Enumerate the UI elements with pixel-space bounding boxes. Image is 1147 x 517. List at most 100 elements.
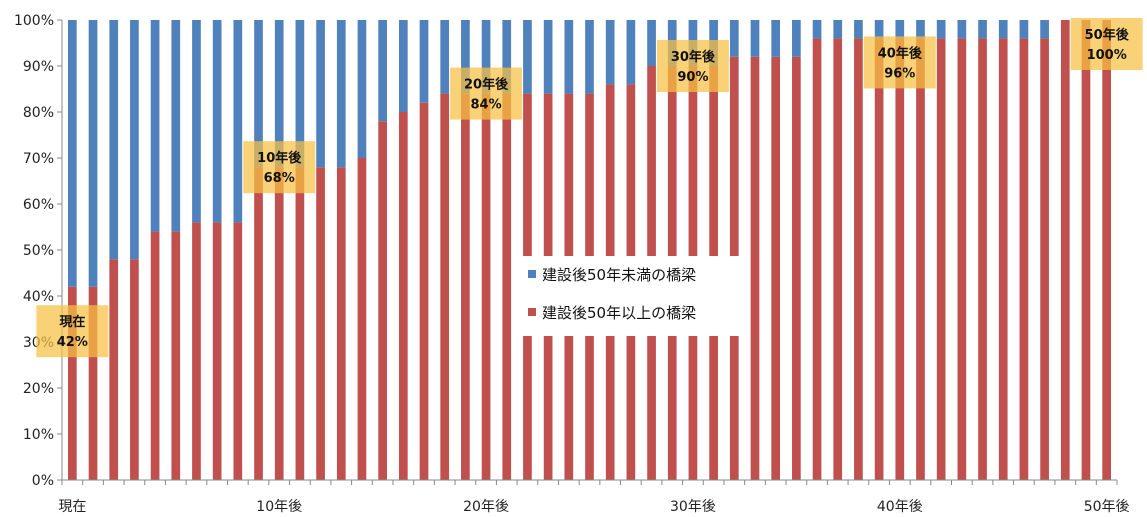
bar-over-50-years (750, 56, 760, 481)
x-tick-label: 現在 (58, 499, 86, 515)
bar-under-50-years (771, 20, 781, 57)
bar-under-50-years (729, 20, 739, 57)
bar-over-50-years (254, 167, 263, 480)
y-tick-label: 50% (23, 243, 54, 259)
x-tick-label: 40年後 (877, 499, 923, 515)
annotation-box (1070, 18, 1143, 70)
bar-under-50-years (957, 20, 967, 39)
bar-over-50-years (998, 38, 1008, 481)
y-tick-label: 80% (23, 105, 54, 121)
bar-over-50-years (67, 286, 77, 480)
bar-under-50-years (874, 20, 884, 39)
y-axis: 0%10%20%30%40%50%60%70%80%90%100% (14, 13, 63, 489)
bar-over-50-years (916, 38, 925, 481)
annotation-box (450, 67, 523, 120)
bar-under-50-years (936, 20, 946, 39)
annotation-box (863, 36, 936, 89)
bar-over-50-years (378, 121, 387, 480)
bar-under-50-years (585, 20, 594, 94)
bar-over-50-years (957, 38, 967, 481)
legend-swatch-under-50 (528, 270, 536, 278)
annotation-value: 84% (471, 98, 502, 113)
bar-over-50-years (812, 38, 822, 481)
bar-under-50-years (523, 20, 532, 94)
bar-under-50-years (895, 20, 905, 39)
bar-over-50-years (150, 231, 160, 480)
annotation-box (36, 305, 109, 358)
legend-box (518, 256, 750, 336)
bar-over-50-years (336, 167, 346, 480)
bar-under-50-years (295, 20, 305, 168)
bar-under-50-years (171, 20, 181, 232)
annotation-label: 30年後 (671, 49, 716, 65)
legend-label-over-50: 建設後50年以上の橋梁 (542, 304, 696, 322)
y-tick-label: 40% (23, 289, 54, 305)
y-tick-label: 100% (14, 13, 54, 29)
bar-over-50-years (502, 93, 512, 480)
bar-under-50-years (1019, 20, 1029, 39)
bar-over-50-years (398, 112, 408, 480)
bar-under-50-years (481, 20, 491, 94)
bar-over-50-years (874, 38, 884, 481)
bar-over-50-years (461, 93, 470, 480)
bar-over-50-years (895, 38, 905, 481)
bar-over-50-years (771, 56, 781, 481)
bar-over-50-years (1019, 38, 1029, 481)
y-tick-label: 60% (23, 197, 54, 213)
bar-under-50-years (750, 20, 760, 57)
bar-over-50-years (109, 259, 119, 480)
bar-under-50-years (130, 20, 139, 260)
bar-over-50-years (440, 93, 450, 480)
bar-under-50-years (605, 20, 615, 85)
bars (67, 20, 1112, 481)
bar-over-50-years (295, 167, 305, 480)
annotations: 現在 42% 10年後 68% 20年後 84% 30年後 90% 40年後 96% 50年後 100… (36, 18, 1143, 358)
bar-over-50-years (88, 286, 98, 480)
bar-under-50-years (378, 20, 387, 122)
bar-under-50-years (67, 20, 77, 287)
bar-under-50-years (502, 20, 512, 94)
bar-over-50-years (233, 222, 243, 480)
bar-under-50-years (1040, 20, 1049, 39)
bar-over-50-years (833, 38, 843, 481)
bar-under-50-years (419, 20, 429, 103)
bar-under-50-years (998, 20, 1008, 39)
legend: 建設後50年未満の橋梁 建設後50年以上の橋梁 (518, 256, 750, 336)
bar-under-50-years (854, 20, 863, 39)
y-tick-label: 90% (23, 59, 54, 75)
bar-under-50-years (792, 20, 801, 57)
bar-over-50-years (481, 93, 491, 480)
bar-under-50-years (336, 20, 346, 168)
annotation-label: 50年後 (1085, 27, 1130, 43)
bar-under-50-years (109, 20, 119, 260)
bar-over-50-years (1060, 20, 1070, 480)
bar-under-50-years (647, 20, 656, 66)
x-axis: 現在 10年後 20年後 30年後 40年後 50年後 (58, 479, 1130, 515)
annotation-value: 68% (264, 171, 295, 186)
bar-over-50-years (1081, 20, 1091, 480)
annotation-value: 42% (57, 335, 88, 350)
bar-under-50-years (357, 20, 367, 158)
bar-under-50-years (916, 20, 925, 39)
bar-over-50-years (130, 259, 139, 480)
bar-over-50-years (792, 56, 801, 481)
bar-under-50-years (88, 20, 98, 287)
annotation-label: 40年後 (878, 45, 923, 61)
annotation-box (243, 141, 316, 194)
x-tick-label: 30年後 (670, 499, 716, 515)
bar-under-50-years (626, 20, 636, 85)
bar-over-50-years (171, 231, 181, 480)
bar-under-50-years (274, 20, 284, 168)
annotation-box (656, 40, 729, 92)
bar-over-50-years (192, 222, 201, 480)
bar-under-50-years (254, 20, 263, 168)
bar-over-50-years (1102, 20, 1112, 480)
legend-label-under-50: 建設後50年未満の橋梁 (542, 266, 696, 284)
bar-under-50-years (812, 20, 822, 39)
bar-over-50-years (1040, 38, 1049, 481)
annotation-label: 10年後 (257, 150, 302, 166)
bar-under-50-years (212, 20, 222, 223)
bar-under-50-years (564, 20, 574, 94)
bar-over-50-years (357, 158, 367, 480)
